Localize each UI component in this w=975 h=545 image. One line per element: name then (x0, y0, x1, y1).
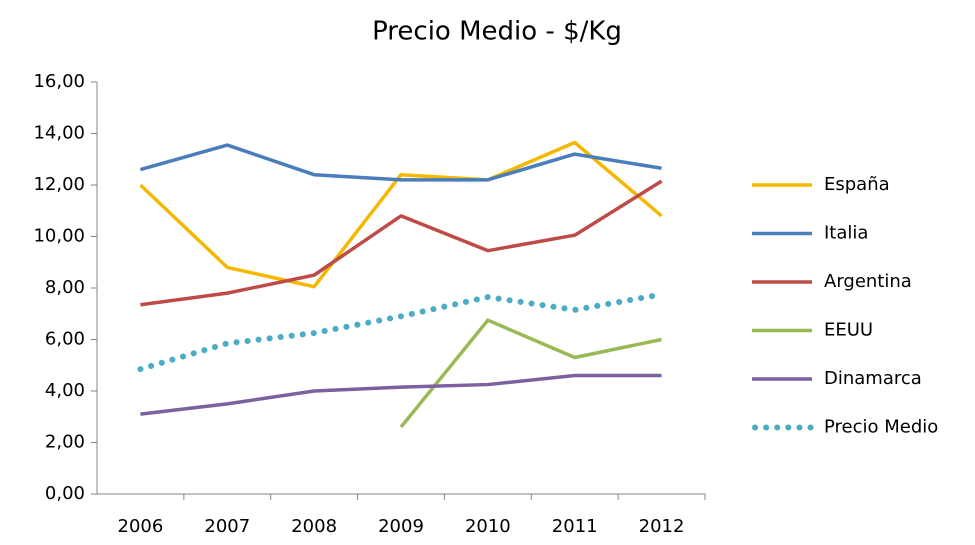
legend-label: EEUU (824, 320, 873, 341)
y-tick-label: 12,00 (33, 174, 85, 195)
x-tick-label: 2008 (291, 516, 337, 537)
y-tick-label: 8,00 (45, 277, 85, 298)
legend-label: España (824, 174, 890, 195)
x-tick-label: 2012 (639, 516, 685, 537)
legend-label: Italia (824, 223, 868, 244)
x-tick-label: 2010 (465, 516, 511, 537)
y-tick-label: 16,00 (33, 71, 85, 92)
x-tick-label: 2011 (552, 516, 598, 537)
y-tick-label: 2,00 (45, 432, 85, 453)
series-line (140, 373, 662, 416)
y-tick-label: 14,00 (33, 123, 85, 144)
series-line (140, 179, 663, 307)
y-tick-label: 4,00 (45, 380, 85, 401)
series-line (139, 143, 662, 182)
chart-title: Precio Medio - $/Kg (372, 17, 622, 47)
series-line (399, 318, 662, 429)
series-line (137, 291, 665, 373)
y-tick-label: 10,00 (33, 226, 85, 247)
series-line (139, 140, 663, 289)
y-tick-label: 0,00 (45, 483, 85, 504)
y-tick-label: 6,00 (45, 329, 85, 350)
x-tick-label: 2006 (118, 516, 164, 537)
x-tick-label: 2007 (204, 516, 250, 537)
legend-label: Precio Medio (824, 417, 938, 438)
legend-label: Dinamarca (824, 368, 922, 389)
x-tick-label: 2009 (378, 516, 424, 537)
legend-label: Argentina (824, 271, 912, 292)
